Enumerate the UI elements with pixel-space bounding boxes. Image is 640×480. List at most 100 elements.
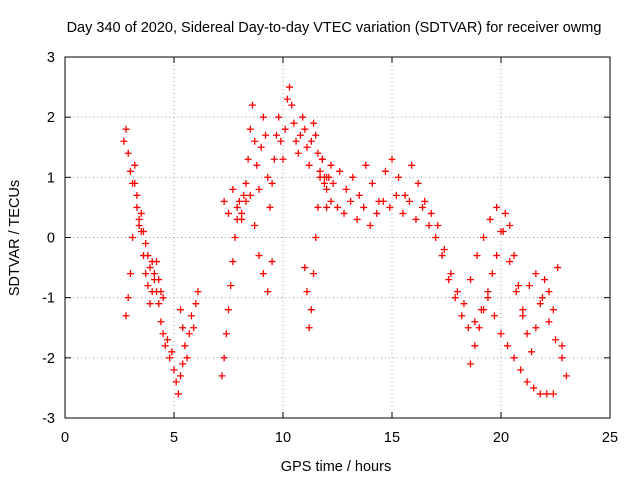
- data-point: [421, 197, 429, 205]
- data-point: [303, 288, 311, 296]
- x-tick-label: 20: [493, 430, 509, 446]
- data-point: [275, 113, 283, 121]
- data-point: [229, 185, 237, 193]
- data-point: [185, 330, 193, 338]
- data-point: [327, 161, 335, 169]
- data-point: [307, 306, 315, 314]
- data-point: [532, 270, 540, 278]
- data-point: [220, 197, 228, 205]
- data-point: [294, 149, 302, 157]
- data-point: [488, 270, 496, 278]
- data-point: [190, 324, 198, 332]
- data-point: [286, 83, 294, 91]
- data-point: [246, 191, 254, 199]
- data-point: [536, 300, 544, 308]
- data-point: [251, 137, 259, 145]
- data-point: [142, 270, 150, 278]
- data-point: [227, 282, 235, 290]
- data-point: [379, 197, 387, 205]
- data-point: [303, 143, 311, 151]
- data-point: [255, 252, 263, 260]
- data-point: [434, 221, 442, 229]
- data-point: [310, 119, 318, 127]
- data-point: [541, 276, 549, 284]
- data-point: [122, 312, 130, 320]
- data-point: [248, 101, 256, 109]
- data-point: [126, 167, 134, 175]
- series-seg1: [120, 125, 187, 398]
- data-point: [137, 209, 145, 217]
- data-point: [266, 203, 274, 211]
- data-point: [312, 131, 320, 139]
- data-point: [251, 221, 259, 229]
- data-point: [504, 342, 512, 350]
- data-point: [129, 234, 137, 241]
- data-point: [490, 312, 498, 320]
- data-point: [305, 161, 313, 169]
- x-tick-label: 5: [170, 430, 178, 446]
- data-point: [122, 125, 130, 133]
- data-point: [255, 185, 263, 193]
- data-point: [368, 179, 376, 187]
- data-point: [401, 191, 409, 199]
- data-point: [148, 288, 156, 296]
- data-point: [453, 288, 461, 296]
- data-point: [279, 155, 287, 163]
- data-point: [225, 209, 232, 217]
- series-seg9: [466, 209, 570, 380]
- data-point: [558, 354, 566, 362]
- data-point: [159, 330, 167, 338]
- y-tick-labels: -3 -2 -1 0 1 2 3: [42, 50, 55, 427]
- data-point: [545, 288, 553, 296]
- data-point: [447, 270, 455, 278]
- data-point: [536, 390, 544, 398]
- data-point: [549, 306, 557, 314]
- data-point: [235, 197, 243, 205]
- data-point: [310, 270, 318, 278]
- data-point: [301, 264, 309, 272]
- data-point: [177, 306, 185, 314]
- data-point: [270, 155, 278, 163]
- x-tick-labels: 0 5 10 15 20 25: [61, 430, 618, 446]
- data-point: [386, 203, 394, 211]
- data-point: [484, 288, 492, 296]
- x-tick-label: 15: [384, 430, 400, 446]
- data-point: [497, 330, 505, 338]
- data-point: [259, 270, 267, 278]
- data-point: [323, 203, 331, 211]
- data-point: [484, 294, 492, 302]
- data-point: [323, 185, 331, 193]
- data-point: [139, 252, 147, 260]
- data-point: [314, 203, 322, 211]
- data-point: [135, 215, 143, 223]
- data-point: [473, 252, 481, 260]
- data-point: [220, 354, 228, 362]
- data-point: [320, 179, 328, 187]
- data-point: [510, 354, 518, 362]
- data-point: [432, 234, 440, 241]
- data-point: [233, 203, 241, 211]
- data-point: [264, 173, 272, 181]
- data-point: [177, 372, 185, 380]
- data-point: [399, 209, 407, 217]
- data-point: [137, 227, 145, 235]
- data-point: [296, 131, 304, 139]
- data-point: [179, 360, 187, 368]
- data-point: [427, 209, 435, 217]
- data-point: [510, 252, 518, 260]
- data-point: [538, 294, 546, 302]
- data-point: [242, 179, 250, 187]
- data-point: [238, 215, 246, 223]
- y-tick-label: 0: [47, 231, 55, 247]
- data-point: [334, 203, 341, 211]
- data-point: [159, 294, 167, 302]
- data-point: [316, 167, 324, 175]
- data-point: [419, 203, 427, 211]
- series-seg3: [177, 288, 202, 362]
- chart-title: Day 340 of 2020, Sidereal Day-to-day VTE…: [67, 20, 602, 36]
- data-point: [268, 258, 276, 266]
- data-point: [231, 234, 239, 241]
- y-tick-label: -2: [42, 351, 55, 367]
- data-point: [392, 191, 400, 199]
- data-point: [181, 342, 189, 350]
